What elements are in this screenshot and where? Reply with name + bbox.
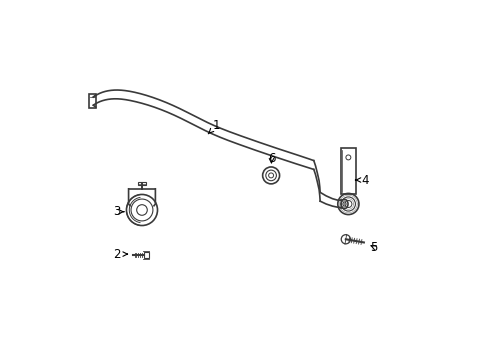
Bar <box>139 182 146 185</box>
Bar <box>144 252 148 258</box>
Text: 6: 6 <box>268 152 275 165</box>
Text: 3: 3 <box>114 205 124 218</box>
Text: 1: 1 <box>208 119 220 134</box>
Text: 2: 2 <box>114 248 127 261</box>
Bar <box>89 94 96 108</box>
Text: 4: 4 <box>356 174 368 186</box>
Text: 5: 5 <box>370 240 377 253</box>
Bar <box>341 148 356 194</box>
